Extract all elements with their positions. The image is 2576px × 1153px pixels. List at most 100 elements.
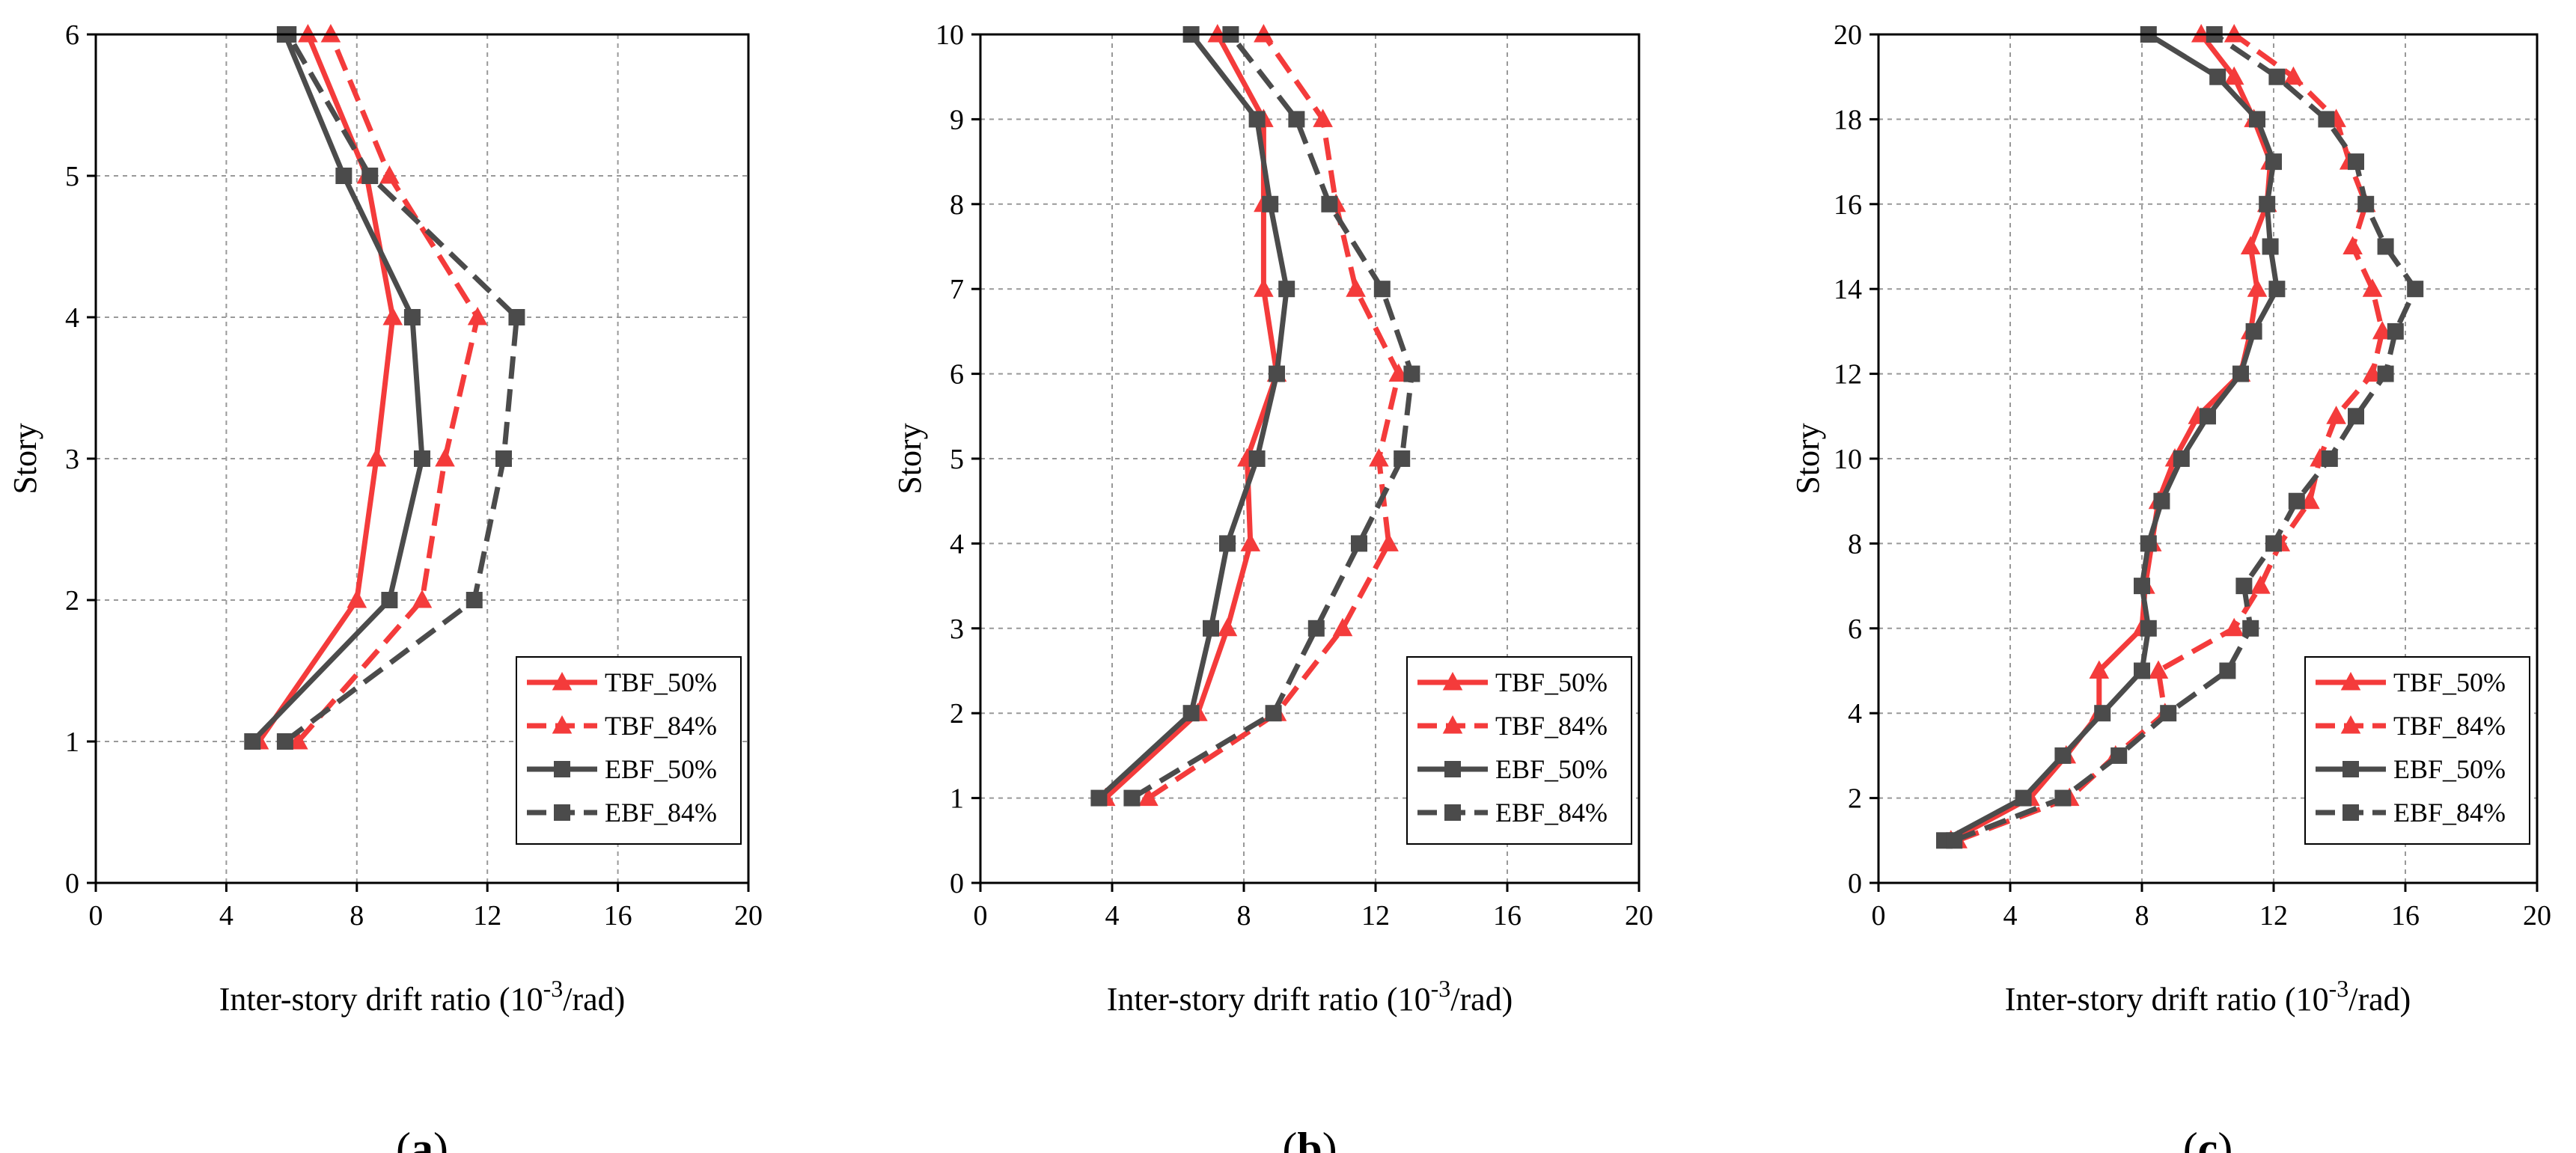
data-point-square bbox=[2242, 620, 2259, 637]
data-point-square bbox=[2357, 195, 2375, 212]
y-tick-label: 7 bbox=[950, 274, 964, 305]
data-point-square bbox=[2268, 281, 2286, 298]
series-line-ebf_50pct bbox=[250, 33, 425, 744]
data-point-square bbox=[2265, 535, 2282, 552]
panel-label: (b) bbox=[1282, 1124, 1337, 1153]
x-axis-unit-exponent: -3 bbox=[543, 975, 564, 1002]
legend-label: TBF_84% bbox=[2393, 711, 2506, 741]
panel-label-close: ) bbox=[1322, 1124, 1337, 1153]
x-tick-label: 20 bbox=[1625, 900, 1653, 932]
series-line-ebf_50pct bbox=[1097, 32, 1289, 801]
data-point-triangle bbox=[2326, 406, 2346, 424]
data-point-square bbox=[2015, 789, 2032, 807]
x-axis-unit-exponent: -3 bbox=[2329, 975, 2349, 1002]
legend-label: TBF_84% bbox=[605, 711, 717, 741]
legend-marker-square bbox=[2342, 804, 2359, 821]
data-point-square bbox=[2348, 153, 2364, 171]
x-tick-label: 12 bbox=[473, 900, 501, 932]
y-tick-label: 5 bbox=[950, 444, 964, 475]
data-point-square bbox=[2054, 789, 2072, 807]
data-point-triangle bbox=[2362, 278, 2383, 297]
x-tick-label: 12 bbox=[2259, 900, 2288, 932]
y-tick-label: 0 bbox=[65, 868, 79, 899]
x-axis-unit-base: (10 bbox=[499, 981, 543, 1018]
y-tick-label: 18 bbox=[1834, 104, 1862, 135]
data-point-square bbox=[1090, 789, 1108, 807]
y-tick-label: 1 bbox=[950, 783, 964, 815]
legend-marker-triangle bbox=[552, 672, 573, 691]
data-point-triangle bbox=[2148, 660, 2169, 679]
x-tick-label: 8 bbox=[350, 900, 364, 932]
data-point-square bbox=[2134, 662, 2150, 679]
data-point-triangle bbox=[320, 24, 341, 43]
legend: TBF_50% TBF_84% EBF_50% EBF_84% bbox=[2304, 656, 2530, 845]
data-point-triangle bbox=[2224, 24, 2244, 43]
x-tick-label: 4 bbox=[1105, 900, 1120, 932]
data-point-triangle bbox=[379, 165, 400, 184]
data-point-square bbox=[2200, 408, 2216, 425]
series-line-tbf_50pct bbox=[1103, 33, 1280, 801]
data-point-triangle bbox=[1254, 278, 1274, 297]
legend-label: TBF_50% bbox=[1495, 667, 1608, 697]
y-tick-label: 20 bbox=[1834, 19, 1862, 51]
data-point-square bbox=[2160, 705, 2177, 722]
data-point-square bbox=[1262, 195, 1279, 212]
data-point-triangle bbox=[2283, 66, 2304, 85]
data-point-square bbox=[2377, 238, 2394, 255]
data-point-triangle bbox=[298, 24, 318, 43]
series-line-tbf_50pct bbox=[257, 33, 396, 743]
y-tick-label: 0 bbox=[1848, 868, 1862, 899]
legend: TBF_50% TBF_84% EBF_50% EBF_84% bbox=[1406, 656, 1632, 845]
y-tick-label: 6 bbox=[1848, 614, 1862, 645]
x-axis-title: Inter-story drift ratio (10-3/rad) bbox=[219, 975, 626, 1018]
data-point-square bbox=[2268, 68, 2286, 85]
data-point-square bbox=[1403, 365, 1420, 382]
data-point-square bbox=[2318, 111, 2335, 128]
data-point-triangle bbox=[2342, 236, 2363, 254]
data-point-square bbox=[2262, 238, 2279, 255]
data-point-square bbox=[2235, 578, 2253, 595]
legend-marker-square bbox=[554, 761, 570, 777]
data-point-square bbox=[1288, 111, 1305, 128]
panel-label-letter: a bbox=[411, 1124, 433, 1153]
y-tick-label: 3 bbox=[950, 614, 964, 645]
y-tick-label: 5 bbox=[65, 161, 79, 192]
x-tick-label: 20 bbox=[734, 900, 763, 932]
legend-label: EBF_84% bbox=[2393, 798, 2506, 828]
y-tick-label: 2 bbox=[65, 585, 79, 617]
data-point-square bbox=[335, 168, 352, 184]
data-point-square bbox=[2140, 620, 2157, 637]
data-point-triangle bbox=[1369, 448, 1389, 467]
data-point-triangle bbox=[435, 448, 455, 467]
data-point-triangle bbox=[2240, 236, 2261, 254]
data-point-square bbox=[2232, 365, 2249, 382]
data-point-triangle bbox=[2250, 575, 2271, 594]
x-axis-unit-base: (10 bbox=[2285, 981, 2329, 1018]
x-tick-label: 16 bbox=[2391, 900, 2420, 932]
series-line-tbf_84pct bbox=[296, 33, 480, 744]
y-tick-label: 16 bbox=[1834, 189, 1862, 221]
legend-marker-triangle bbox=[2340, 672, 2361, 691]
data-point-square bbox=[495, 450, 512, 467]
data-point-triangle bbox=[1346, 278, 1366, 297]
legend-marker-square bbox=[2342, 761, 2359, 777]
legend-marker-square bbox=[1444, 761, 1461, 777]
x-axis-unit-suffix: /rad) bbox=[2348, 981, 2411, 1018]
x-tick-label: 0 bbox=[1872, 900, 1886, 932]
data-point-square bbox=[1203, 620, 1219, 637]
data-point-square bbox=[361, 168, 379, 184]
data-point-triangle bbox=[1313, 108, 1333, 127]
data-point-square bbox=[1307, 620, 1325, 637]
chart-panel-c: 0 4 8 12 16 20 0 2 4 6 8 10 12 14 16 18 20 Story Inter-sto… bbox=[1789, 19, 2551, 1153]
x-axis-title-text: Inter-story drift ratio bbox=[219, 981, 499, 1018]
legend-label: EBF_50% bbox=[1495, 754, 1608, 784]
data-point-square bbox=[1219, 535, 1236, 552]
x-axis-unit-exponent: -3 bbox=[1431, 975, 1451, 1002]
data-point-square bbox=[2110, 747, 2128, 764]
legend-label: TBF_50% bbox=[605, 667, 717, 697]
panel-label-close: ) bbox=[2218, 1124, 2232, 1153]
legend: TBF_50% TBF_84% EBF_50% EBF_84% bbox=[516, 656, 742, 845]
data-point-square bbox=[414, 450, 430, 467]
data-point-square bbox=[2134, 578, 2150, 595]
